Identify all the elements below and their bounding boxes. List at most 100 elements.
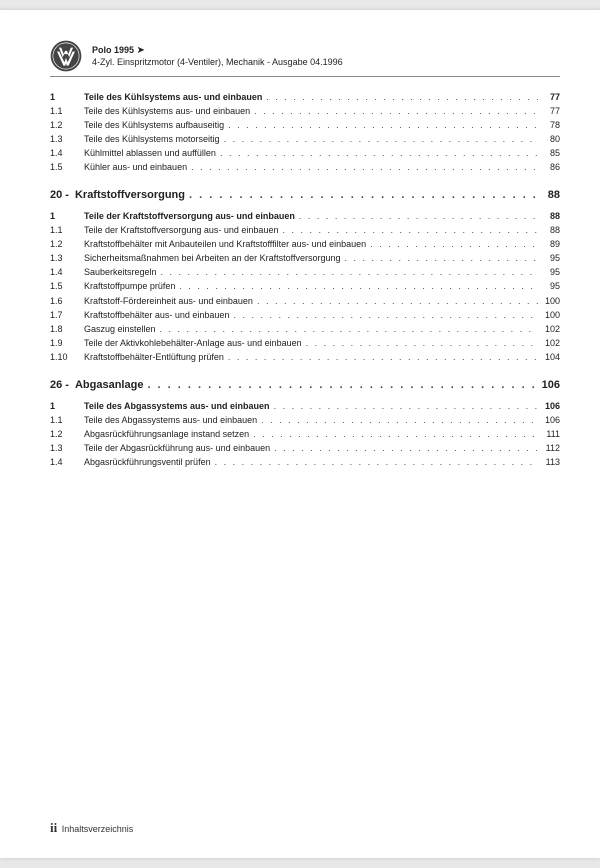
toc-row: 1.1Teile des Abgassystems aus- und einba… <box>50 414 560 427</box>
toc-leader-dots: . . . . . . . . . . . . . . . . . . . . … <box>302 337 538 350</box>
toc-entry-page: 106 <box>538 400 560 413</box>
toc-entry-number: 1.4 <box>50 266 84 279</box>
toc-entry-page: 100 <box>538 309 560 322</box>
toc-row: 1.5Kraftstoffpumpe prüfen . . . . . . . … <box>50 280 560 293</box>
toc-entry-number: 1.3 <box>50 252 84 265</box>
toc-leader-dots: . . . . . . . . . . . . . . . . . . . . … <box>187 161 538 174</box>
toc-entry-page: 113 <box>538 456 560 469</box>
toc-row: 1.5Kühler aus- und einbauen . . . . . . … <box>50 161 560 174</box>
toc-chapter-number: 20 - <box>50 188 75 204</box>
toc-entry-label: Kraftstoffpumpe prüfen <box>84 280 175 293</box>
toc-row: 1.2Kraftstoffbehälter mit Anbauteilen un… <box>50 238 560 251</box>
toc-entry-page: 86 <box>538 161 560 174</box>
toc-row: 1.4Kühlmittel ablassen und auffüllen . .… <box>50 147 560 160</box>
toc-chapter-number: 26 - <box>50 378 75 394</box>
toc-row: 1Teile des Kühlsystems aus- und einbauen… <box>50 91 560 104</box>
toc-entry-page: 85 <box>538 147 560 160</box>
toc-leader-dots: . . . . . . . . . . . . . . . . . . . . … <box>278 224 538 237</box>
toc-row: 1.4Abgasrückführungsventil prüfen . . . … <box>50 456 560 469</box>
toc-leader-dots: . . . . . . . . . . . . . . . . . . . . … <box>224 119 538 132</box>
toc-entry-page: 77 <box>538 105 560 118</box>
toc-row: 1.3Teile der Abgasrückführung aus- und e… <box>50 442 560 455</box>
toc-leader-dots: . . . . . . . . . . . . . . . . . . . . … <box>295 210 538 223</box>
toc-entry-label: Teile des Abgassystems aus- und einbauen <box>84 400 270 413</box>
toc-row: 1.6Kraftstoff-Fördereinheit aus- und ein… <box>50 295 560 308</box>
toc-entry-number: 1.1 <box>50 414 84 427</box>
toc-row: 1.10Kraftstoffbehälter-Entlüftung prüfen… <box>50 351 560 364</box>
toc-entry-label: Teile des Kühlsystems aus- und einbauen <box>84 91 262 104</box>
toc-leader-dots: . . . . . . . . . . . . . . . . . . . . … <box>175 280 538 293</box>
toc-leader-dots: . . . . . . . . . . . . . . . . . . . . … <box>340 252 538 265</box>
toc-row: 1Teile des Abgassystems aus- und einbaue… <box>50 400 560 413</box>
toc-entry-label: Teile des Kühlsystems motorseitig <box>84 133 220 146</box>
toc-entry-number: 1.2 <box>50 238 84 251</box>
toc-entry-number: 1.9 <box>50 337 84 350</box>
toc-entry-page: 100 <box>538 295 560 308</box>
toc-entry-label: Sauberkeitsregeln <box>84 266 157 279</box>
toc-chapter-page: 88 <box>538 188 560 204</box>
toc-leader-dots: . . . . . . . . . . . . . . . . . . . . … <box>216 147 538 160</box>
toc-entry-page: 102 <box>538 323 560 336</box>
toc-entry-number: 1 <box>50 210 84 223</box>
toc-leader-dots: . . . . . . . . . . . . . . . . . . . . … <box>211 456 538 469</box>
toc-entry-page: 80 <box>538 133 560 146</box>
toc-entry-label: Kraftstoffbehälter mit Anbauteilen und K… <box>84 238 366 251</box>
toc-leader-dots: . . . . . . . . . . . . . . . . . . . . … <box>143 378 538 394</box>
toc-chapter-label: Abgasanlage <box>75 378 143 394</box>
toc-leader-dots: . . . . . . . . . . . . . . . . . . . . … <box>253 295 538 308</box>
toc-entry-number: 1.4 <box>50 456 84 469</box>
toc-entry-page: 95 <box>538 252 560 265</box>
vw-logo-icon <box>50 40 82 72</box>
toc-row: 1.2Teile des Kühlsystems aufbauseitig . … <box>50 119 560 132</box>
toc-row: 1Teile der Kraftstoffversorgung aus- und… <box>50 210 560 223</box>
toc-leader-dots: . . . . . . . . . . . . . . . . . . . . … <box>250 105 538 118</box>
header-divider <box>50 76 560 77</box>
toc-row: 1.1Teile des Kühlsystems aus- und einbau… <box>50 105 560 118</box>
toc-entry-number: 1.7 <box>50 309 84 322</box>
toc-entry-page: 95 <box>538 266 560 279</box>
toc-entry-number: 1.1 <box>50 224 84 237</box>
toc-leader-dots: . . . . . . . . . . . . . . . . . . . . … <box>249 428 538 441</box>
toc-entry-label: Kühler aus- und einbauen <box>84 161 187 174</box>
toc-entry-label: Teile des Kühlsystems aus- und einbauen <box>84 105 250 118</box>
toc-leader-dots: . . . . . . . . . . . . . . . . . . . . … <box>366 238 538 251</box>
toc-leader-dots: . . . . . . . . . . . . . . . . . . . . … <box>262 91 538 104</box>
toc-entry-page: 102 <box>538 337 560 350</box>
toc-entry-page: 89 <box>538 238 560 251</box>
toc-entry-label: Teile der Kraftstoffversorgung aus- und … <box>84 224 278 237</box>
toc-leader-dots: . . . . . . . . . . . . . . . . . . . . … <box>270 442 538 455</box>
document-page: Polo 1995 ➤ 4-Zyl. Einspritzmotor (4-Ven… <box>0 10 600 858</box>
toc-leader-dots: . . . . . . . . . . . . . . . . . . . . … <box>229 309 538 322</box>
toc-entry-page: 111 <box>538 428 560 441</box>
toc-entry-label: Teile des Kühlsystems aufbauseitig <box>84 119 224 132</box>
table-of-contents: 1Teile des Kühlsystems aus- und einbauen… <box>50 91 560 469</box>
toc-entry-label: Abgasrückführungsventil prüfen <box>84 456 211 469</box>
toc-entry-number: 1 <box>50 91 84 104</box>
toc-row: 1.9Teile der Aktivkohlebehälter-Anlage a… <box>50 337 560 350</box>
toc-entry-number: 1.3 <box>50 442 84 455</box>
toc-row: 1.4Sauberkeitsregeln . . . . . . . . . .… <box>50 266 560 279</box>
toc-entry-number: 1.5 <box>50 161 84 174</box>
toc-entry-page: 95 <box>538 280 560 293</box>
toc-entry-label: Sicherheitsmaßnahmen bei Arbeiten an der… <box>84 252 340 265</box>
toc-entry-label: Kraftstoff-Fördereinheit aus- und einbau… <box>84 295 253 308</box>
toc-leader-dots: . . . . . . . . . . . . . . . . . . . . … <box>270 400 538 413</box>
toc-entry-number: 1.3 <box>50 133 84 146</box>
toc-leader-dots: . . . . . . . . . . . . . . . . . . . . … <box>157 266 538 279</box>
toc-entry-label: Kraftstoffbehälter aus- und einbauen <box>84 309 229 322</box>
page-header: Polo 1995 ➤ 4-Zyl. Einspritzmotor (4-Ven… <box>50 40 560 72</box>
header-text-block: Polo 1995 ➤ 4-Zyl. Einspritzmotor (4-Ven… <box>92 44 343 69</box>
arrow-icon: ➤ <box>137 45 145 56</box>
toc-row: 1.7Kraftstoffbehälter aus- und einbauen … <box>50 309 560 322</box>
toc-leader-dots: . . . . . . . . . . . . . . . . . . . . … <box>185 188 538 204</box>
toc-entry-number: 1.10 <box>50 351 84 364</box>
toc-entry-number: 1.8 <box>50 323 84 336</box>
toc-entry-number: 1.2 <box>50 119 84 132</box>
toc-entry-label: Abgasrückführungsanlage instand setzen <box>84 428 249 441</box>
toc-entry-label: Teile der Aktivkohlebehälter-Anlage aus-… <box>84 337 302 350</box>
toc-entry-label: Teile des Abgassystems aus- und einbauen <box>84 414 257 427</box>
toc-entry-number: 1.6 <box>50 295 84 308</box>
toc-chapter-heading: 20 -Kraftstoffversorgung . . . . . . . .… <box>50 188 560 204</box>
toc-row: 1.1Teile der Kraftstoffversorgung aus- u… <box>50 224 560 237</box>
header-subtitle: 4-Zyl. Einspritzmotor (4-Ventiler), Mech… <box>92 57 343 69</box>
